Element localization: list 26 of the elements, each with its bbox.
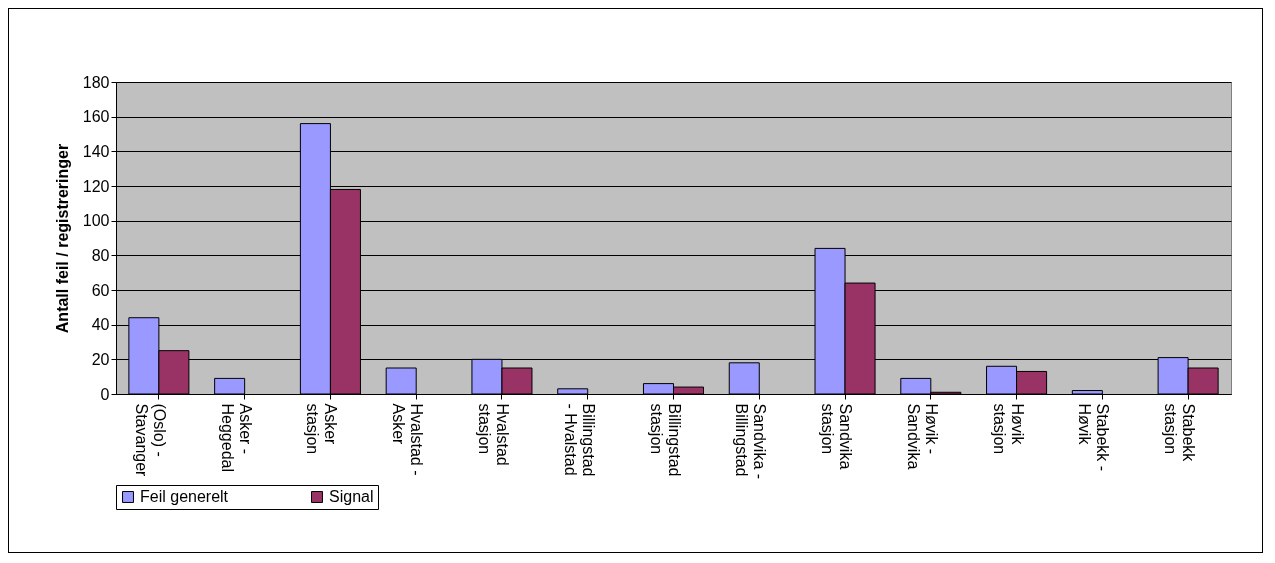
y-tick-label: 160	[82, 108, 110, 126]
y-tick-label: 120	[82, 177, 110, 195]
x-tick-label: (Oslo) - Stavanger	[132, 403, 168, 478]
x-tick-label: Billingstad stasjon	[647, 403, 683, 477]
x-tick-label: Stabekk stasjon	[1162, 403, 1198, 463]
y-axis-title: Antall feil / registreringer	[53, 143, 71, 334]
y-tick-label: 60	[91, 281, 110, 299]
x-tick-label: Høvik - Sandvika	[904, 403, 940, 470]
x-tick-label: Asker - Heggedal	[218, 403, 254, 472]
y-tick-label: 20	[91, 350, 110, 368]
y-tick-label: 80	[91, 246, 110, 264]
x-tick-label: Hvalstad - Asker	[390, 403, 426, 476]
x-tick-label: Billingstad - Hvalstad	[561, 403, 597, 477]
x-tick-label: Stabekk - Høvik	[1076, 403, 1112, 472]
y-tick-label: 40	[91, 316, 110, 334]
x-tick-label: Høvik stasjon	[990, 403, 1026, 455]
legend-label: Signal	[329, 488, 374, 505]
y-tick-label: 100	[82, 212, 110, 230]
x-tick-label: Hvalstad stasjon	[475, 403, 511, 466]
y-tick-label: 140	[82, 142, 110, 160]
legend-label: Feil generelt	[140, 488, 229, 505]
x-tick-label: Asker stasjon	[304, 403, 340, 455]
x-tick-label: Sandvika - Billingstad	[733, 403, 769, 480]
y-tick-label: 0	[100, 385, 110, 403]
y-tick-label: 180	[82, 73, 110, 91]
x-tick-label: Sandvika stasjon	[819, 403, 855, 470]
